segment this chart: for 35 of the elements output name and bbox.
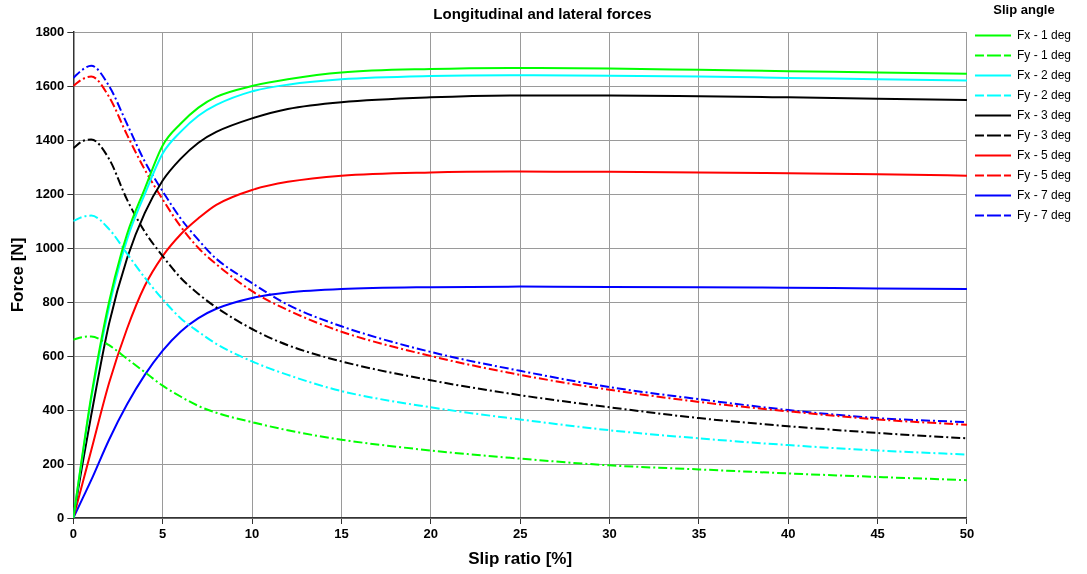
legend-label: Fx - 1 deg — [1016, 27, 1072, 42]
legend-title: Slip angle — [993, 2, 1055, 18]
legend-label: Fx - 3 deg — [1016, 107, 1072, 122]
x-tick-label: 45 — [870, 526, 885, 542]
legend-label: Fy - 2 deg — [1016, 87, 1072, 102]
y-tick-label: 200 — [42, 455, 65, 471]
y-tick-label: 400 — [42, 401, 65, 417]
x-tick-label: 50 — [959, 526, 975, 542]
y-tick-label: 1400 — [35, 131, 65, 147]
x-tick-label: 0 — [69, 526, 77, 542]
y-axis-title: Force [N] — [7, 237, 27, 313]
x-tick-label: 15 — [334, 526, 349, 542]
x-tick-label: 35 — [691, 526, 707, 542]
legend-label: Fx - 5 deg — [1016, 147, 1072, 162]
y-tick-label: 800 — [42, 293, 65, 309]
legend-label: Fy - 1 deg — [1016, 47, 1072, 62]
y-tick-label: 1600 — [35, 77, 65, 93]
legend-label: Fx - 2 deg — [1016, 67, 1072, 82]
x-tick-label: 40 — [781, 526, 796, 542]
x-tick-label: 10 — [244, 526, 260, 542]
legend-label: Fx - 7 deg — [1016, 187, 1072, 202]
chart-title: Longitudinal and lateral forces — [433, 5, 652, 23]
y-tick-label: 600 — [42, 347, 65, 363]
legend-label: Fy - 5 deg — [1016, 167, 1072, 182]
x-tick-label: 25 — [512, 526, 528, 542]
y-tick-label: 0 — [57, 509, 65, 525]
legend-label: Fy - 3 deg — [1016, 127, 1072, 142]
legend-label: Fy - 7 deg — [1016, 207, 1072, 222]
y-tick-label: 1800 — [35, 23, 65, 39]
x-tick-label: 20 — [423, 526, 439, 542]
x-tick-label: 5 — [159, 526, 167, 542]
x-tick-label: 30 — [602, 526, 617, 542]
x-axis-title: Slip ratio [%] — [468, 549, 573, 569]
y-tick-label: 1200 — [35, 185, 65, 201]
y-tick-label: 1000 — [35, 239, 65, 255]
